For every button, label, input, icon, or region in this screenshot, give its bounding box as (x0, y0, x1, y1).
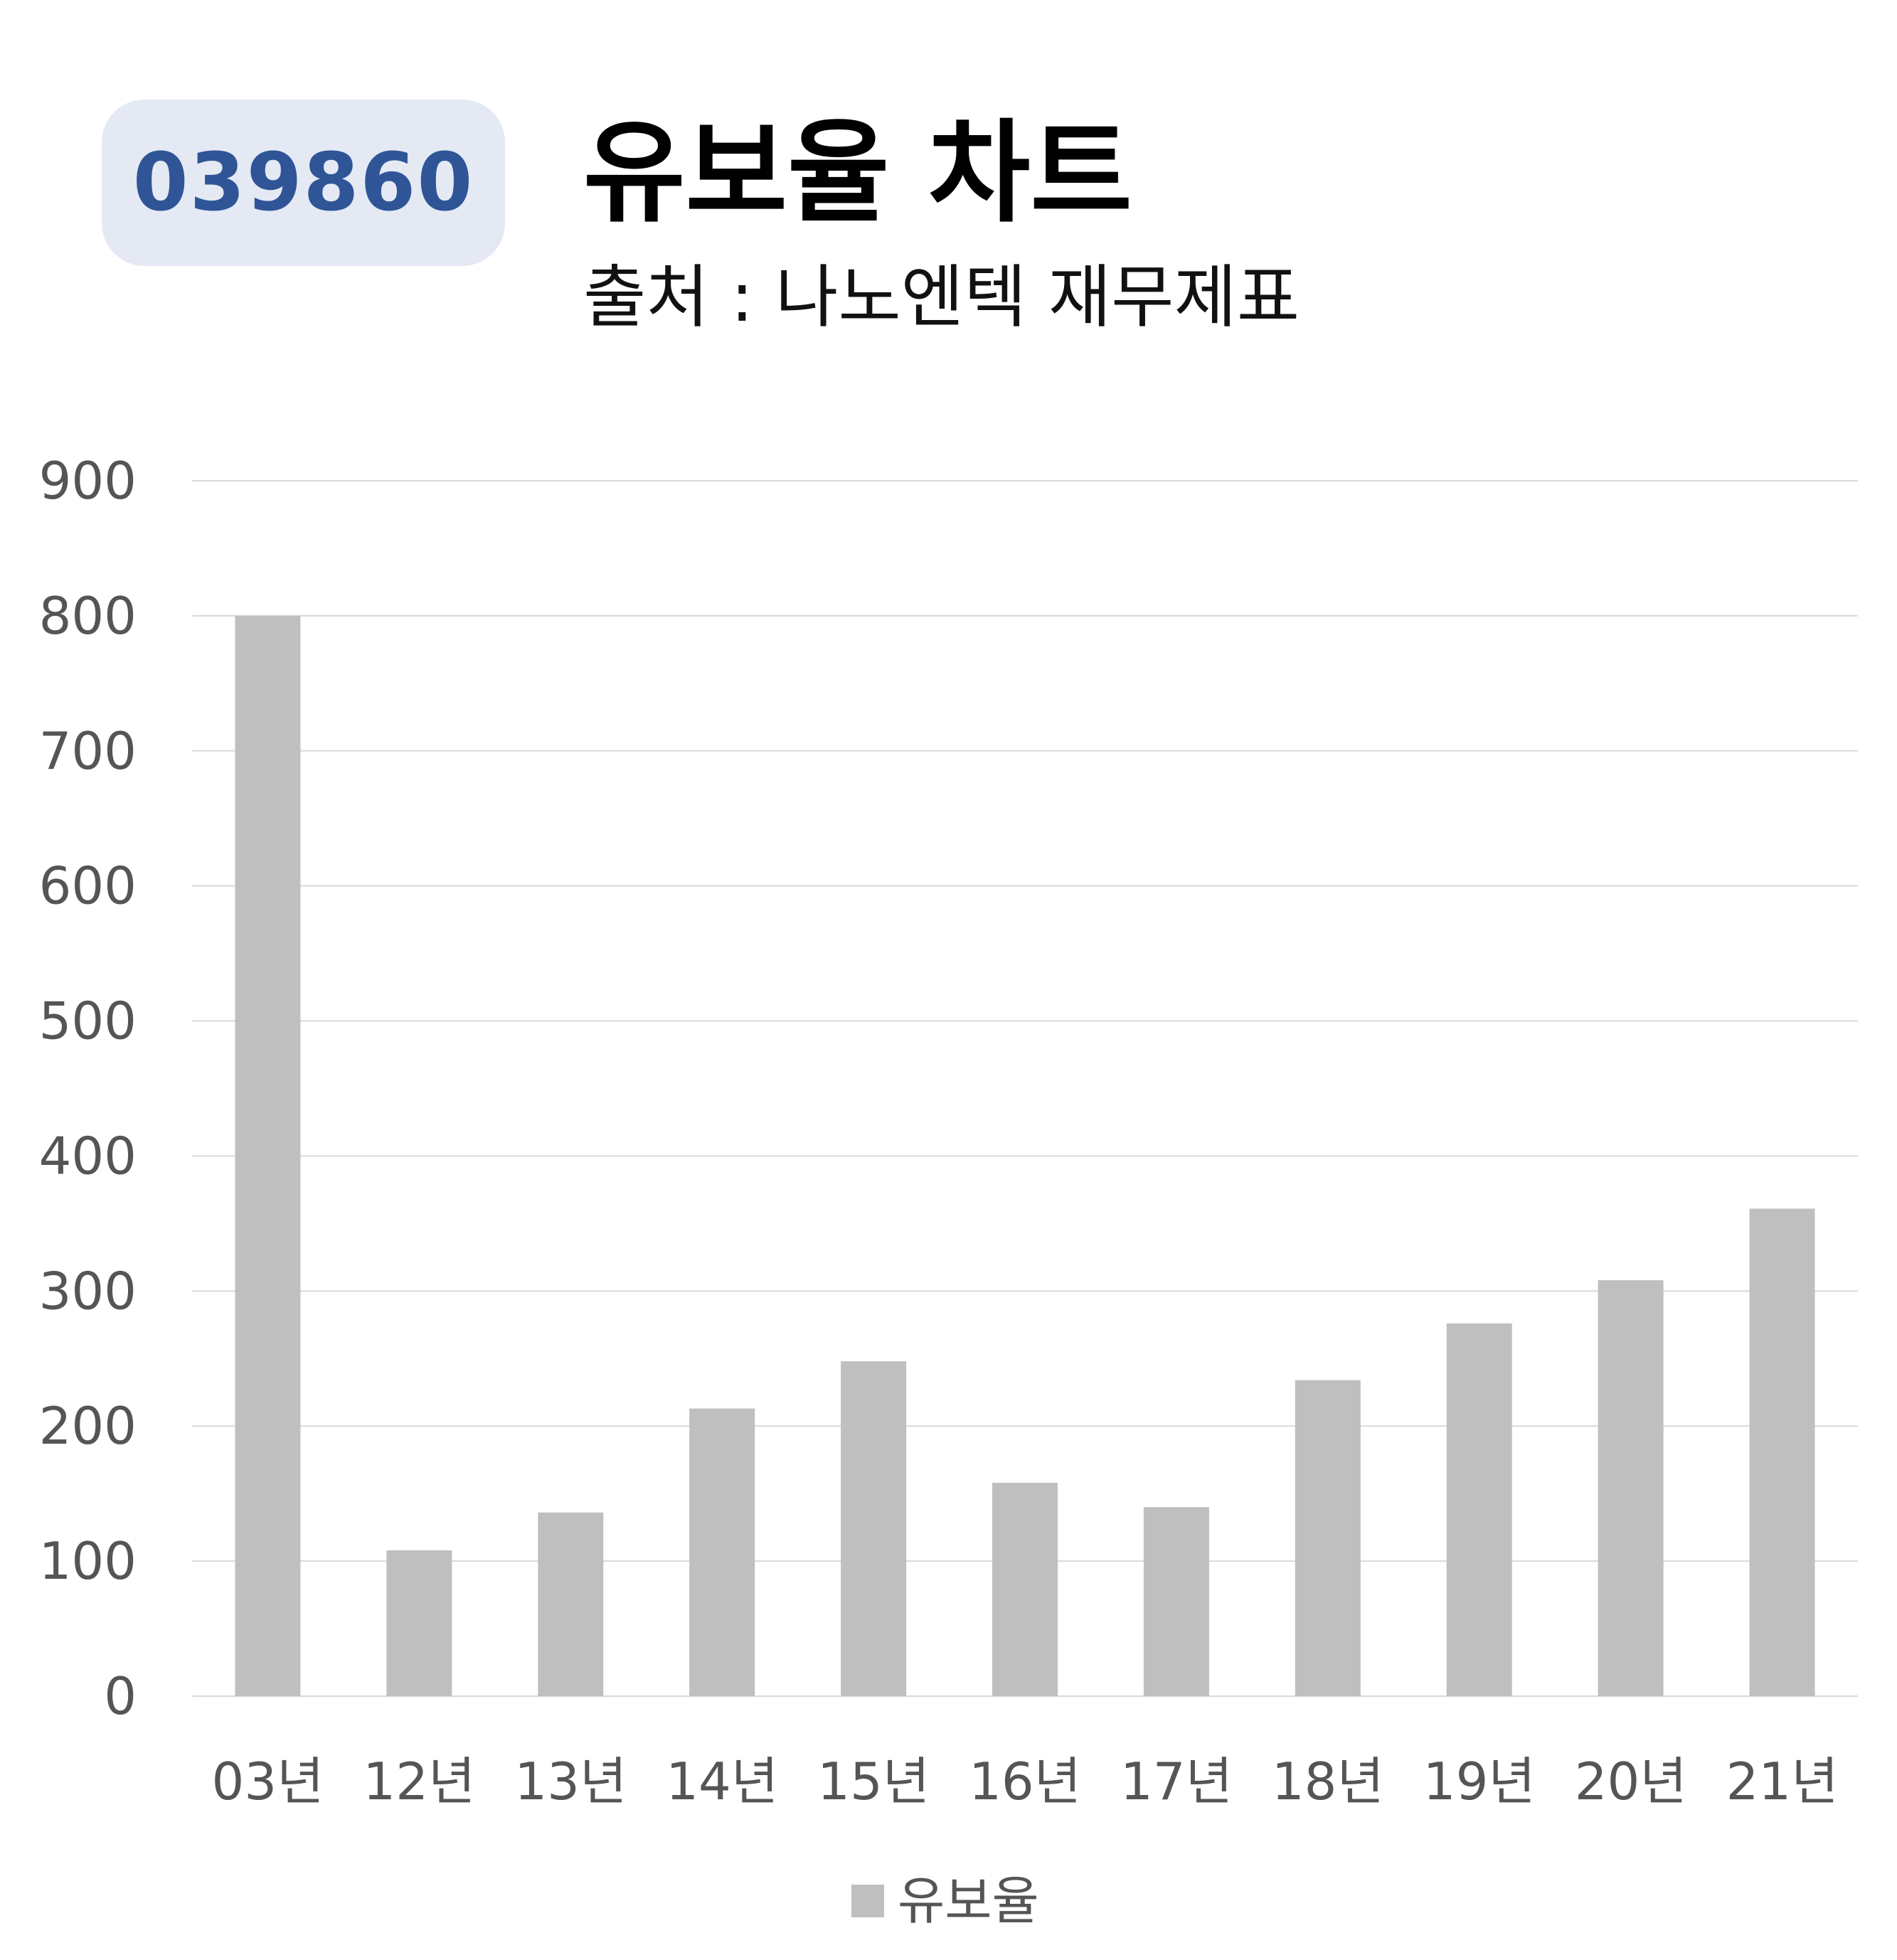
y-axis-ticks: 0 100 200 300 400 500 600 700 800 900 (39, 451, 137, 1726)
bars (235, 615, 1815, 1696)
chart-title: 유보율 차트 (583, 108, 1132, 238)
x-tick-label: 17년 (1120, 1752, 1233, 1811)
bar (1446, 1323, 1512, 1696)
legend: 유보율 (851, 1871, 1039, 1931)
x-tick-label: 18년 (1272, 1752, 1384, 1811)
bar (841, 1361, 907, 1696)
bar (235, 615, 301, 1696)
legend-label: 유보율 (898, 1871, 1039, 1931)
x-tick-label: 14년 (666, 1752, 778, 1811)
bar (689, 1408, 755, 1696)
x-tick-label: 19년 (1423, 1752, 1536, 1811)
y-tick-label: 400 (39, 1126, 137, 1186)
x-tick-label: 03년 (212, 1752, 324, 1811)
x-axis-ticks: 03년 12년 13년 14년 15년 16년 17년 18년 19년 20년 21년 (212, 1752, 1839, 1811)
stock-code-badge: 039860 (102, 100, 505, 266)
bar (1295, 1380, 1361, 1696)
x-tick-label: 15년 (817, 1752, 930, 1811)
y-tick-label: 600 (39, 856, 137, 916)
x-tick-label: 20년 (1575, 1752, 1687, 1811)
y-tick-label: 500 (39, 991, 137, 1051)
y-tick-label: 300 (39, 1261, 137, 1321)
bar (1143, 1507, 1209, 1696)
x-tick-label: 21년 (1726, 1752, 1839, 1811)
bar (992, 1482, 1058, 1696)
y-tick-label: 200 (39, 1396, 137, 1456)
x-tick-label: 13년 (514, 1752, 627, 1811)
x-tick-label: 16년 (969, 1752, 1081, 1811)
bar (1598, 1280, 1664, 1696)
bar (1749, 1208, 1815, 1696)
bar (386, 1550, 452, 1696)
y-tick-label: 100 (39, 1531, 137, 1591)
x-tick-label: 12년 (363, 1752, 475, 1811)
legend-swatch (851, 1885, 884, 1917)
y-tick-label: 0 (104, 1666, 137, 1726)
bar (538, 1512, 604, 1696)
y-tick-label: 800 (39, 586, 137, 646)
chart-subtitle: 출처 : 나노엔텍 재무제표 (583, 257, 1300, 337)
y-tick-label: 700 (39, 721, 137, 781)
y-tick-label: 900 (39, 451, 137, 511)
